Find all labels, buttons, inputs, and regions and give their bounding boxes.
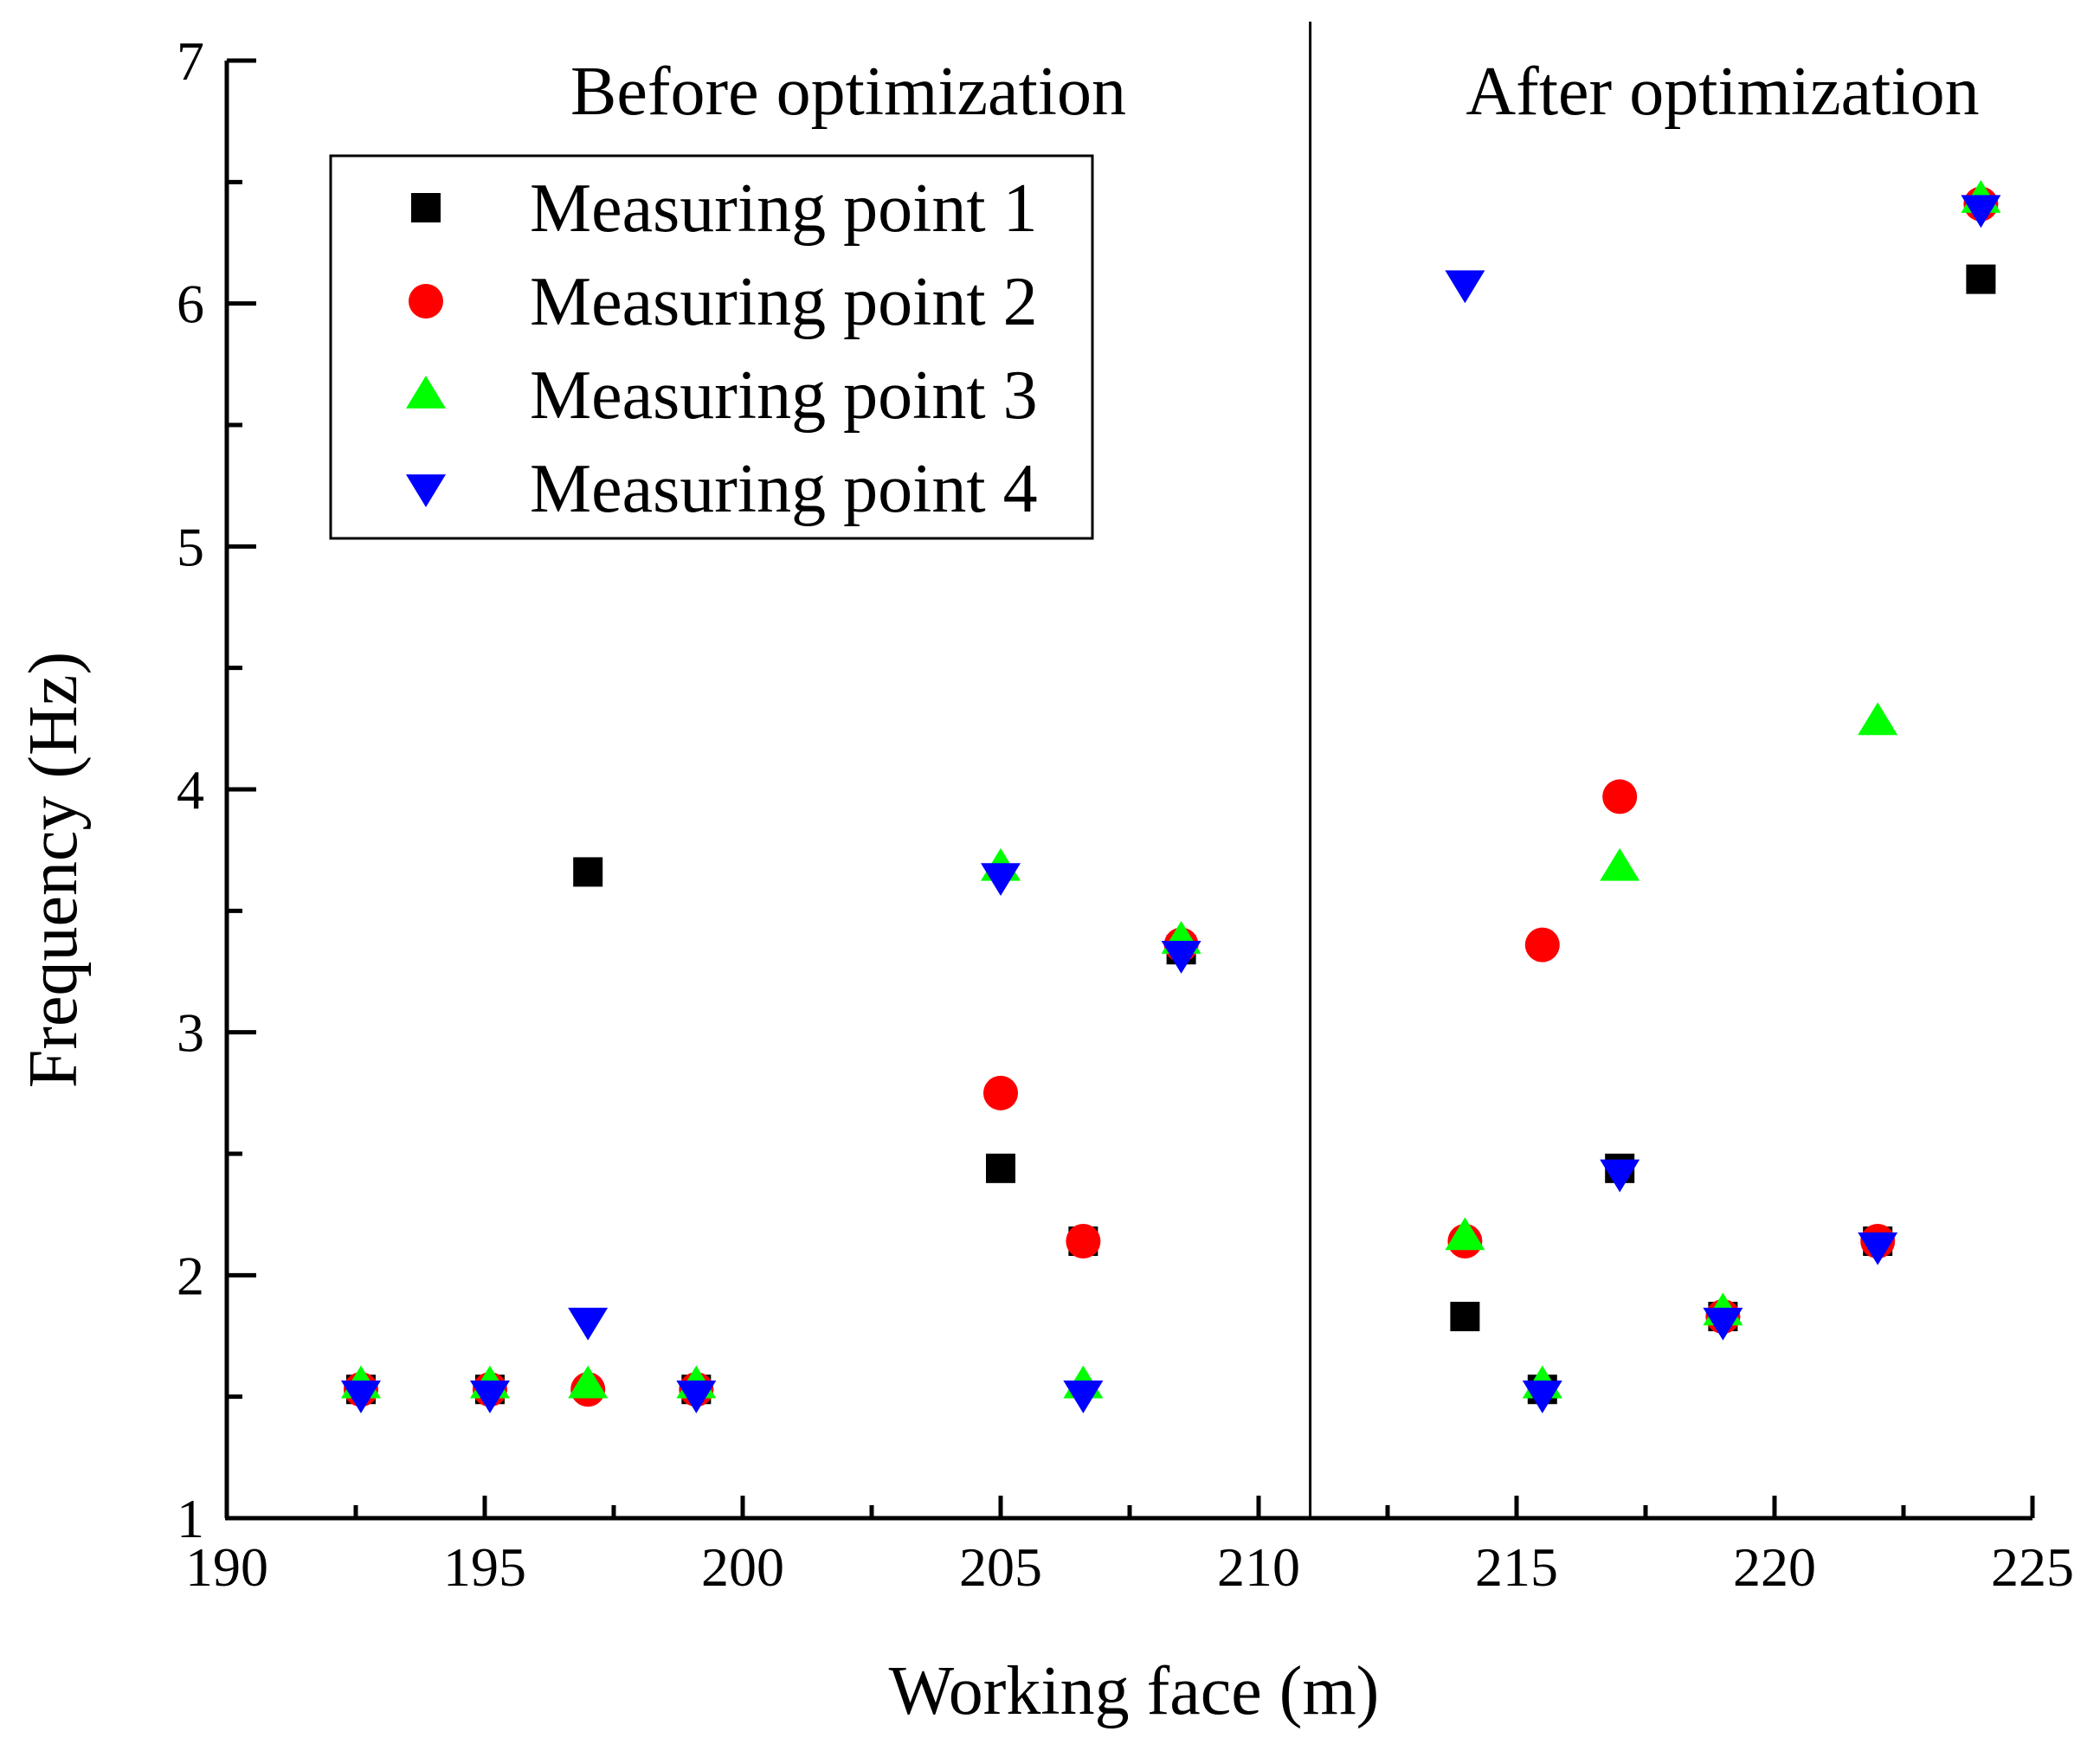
x-tick-label: 205	[959, 1536, 1042, 1598]
y-tick-label: 4	[177, 759, 204, 821]
legend-label: Measuring point 4	[530, 451, 1038, 527]
x-tick-label: 190	[185, 1536, 268, 1598]
data-point	[1703, 1307, 1743, 1341]
data-point	[1063, 1381, 1104, 1413]
legend-label: Measuring point 1	[530, 171, 1038, 247]
data-point	[1445, 1217, 1485, 1251]
data-point	[986, 1153, 1015, 1183]
y-tick-label: 5	[177, 516, 204, 577]
x-tick-label: 200	[701, 1536, 784, 1598]
data-point	[1066, 1224, 1101, 1259]
axes	[224, 22, 2035, 1521]
x-axis-title: Working face (m)	[889, 1653, 1380, 1729]
data-point	[1600, 1159, 1640, 1193]
axis-labels: 190 195 200 205 210 215 220 225 1 2 3 4 5 6 7	[177, 30, 2074, 1598]
data-point	[1858, 1232, 1898, 1265]
data-point	[1522, 1381, 1562, 1413]
x-tick-label: 225	[1991, 1536, 2074, 1598]
legend: Measuring point 1 Measuring point 2 Measur…	[329, 154, 1094, 540]
data-point	[568, 1365, 609, 1399]
data-point	[573, 857, 603, 887]
y-tick-label: 1	[177, 1488, 204, 1549]
data-point	[1858, 702, 1898, 736]
x-tick-label: 195	[443, 1536, 526, 1598]
legend-label: Measuring point 3	[530, 357, 1038, 434]
data-point	[983, 1075, 1018, 1110]
series-4	[340, 195, 2001, 1413]
data-point	[340, 1381, 381, 1413]
data-point	[1966, 264, 1996, 294]
data-point	[469, 1381, 510, 1413]
data-marks	[340, 179, 2001, 1413]
data-point	[1445, 270, 1485, 304]
x-tick-label: 215	[1475, 1536, 1558, 1598]
y-tick-label: 6	[177, 274, 204, 335]
data-point	[676, 1381, 717, 1413]
data-point	[1602, 779, 1638, 814]
data-point	[1600, 847, 1640, 881]
region-label-before: Before optimization	[570, 54, 1126, 130]
legend-marker	[406, 474, 446, 507]
y-tick-label: 7	[177, 30, 204, 92]
y-axis-title: Frequency (Hz)	[16, 652, 92, 1088]
data-point	[568, 1307, 609, 1341]
y-tick-label: 2	[177, 1245, 204, 1306]
x-tick-label: 210	[1217, 1536, 1300, 1598]
data-point	[1524, 927, 1560, 962]
data-point	[1450, 1302, 1480, 1332]
legend-marker	[406, 376, 446, 409]
data-point	[981, 863, 1021, 897]
data-point	[1161, 941, 1201, 974]
y-tick-label: 3	[177, 1002, 204, 1064]
data-point	[1961, 195, 2001, 229]
legend-box	[329, 154, 1094, 540]
x-tick-label: 220	[1733, 1536, 1816, 1598]
legend-marker	[411, 193, 441, 222]
region-label-after: After optimization	[1465, 54, 1979, 130]
legend-label: Measuring point 2	[530, 264, 1038, 340]
legend-marker	[409, 284, 443, 319]
